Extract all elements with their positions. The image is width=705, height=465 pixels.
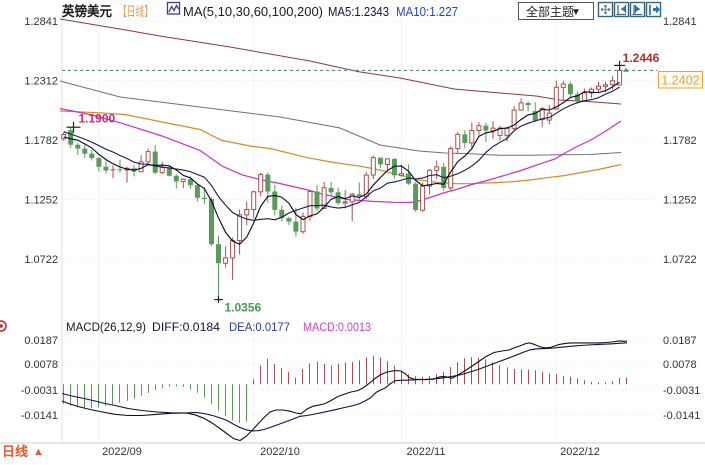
svg-text:-0.0031: -0.0031 [663,385,700,397]
svg-text:1.1252: 1.1252 [24,195,58,207]
svg-text:2022/12: 2022/12 [560,446,600,458]
svg-text:MA10:1.227: MA10:1.227 [396,5,458,19]
svg-text:1.2402: 1.2402 [661,74,699,88]
svg-text:0.0078: 0.0078 [663,359,697,371]
svg-text:1.2312: 1.2312 [24,76,58,88]
svg-text:1.2446: 1.2446 [623,51,660,65]
svg-text:MACD:0.0013: MACD:0.0013 [303,320,371,334]
svg-text:1.1782: 1.1782 [663,135,697,147]
svg-text:英镑美元: 英镑美元 [61,3,112,19]
svg-text:1.1252: 1.1252 [663,195,697,207]
svg-text:0.0078: 0.0078 [24,359,58,371]
svg-text:▼: ▼ [571,7,581,18]
svg-text:全部主题: 全部主题 [526,4,574,19]
svg-text:1.1900: 1.1900 [79,112,116,126]
svg-text:1.0722: 1.0722 [663,254,697,266]
svg-text:-0.0141: -0.0141 [663,410,700,422]
svg-text:DEA:0.0177: DEA:0.0177 [229,320,290,334]
svg-text:【日线】: 【日线】 [118,4,153,19]
svg-text:MA5:1.2343: MA5:1.2343 [328,5,389,19]
svg-text:▲: ▲ [33,446,44,458]
svg-text:2022/10: 2022/10 [260,446,300,458]
svg-text:2022/11: 2022/11 [407,446,446,458]
svg-text:0.0187: 0.0187 [24,335,58,347]
svg-text:DIFF:0.0184: DIFF:0.0184 [152,320,220,334]
svg-text:MA(5,10,30,60,100,200): MA(5,10,30,60,100,200) [183,5,323,19]
svg-text:1.2841: 1.2841 [24,16,58,28]
svg-text:1.1782: 1.1782 [24,135,58,147]
svg-text:1.0722: 1.0722 [24,254,58,266]
svg-text:-0.0141: -0.0141 [21,410,58,422]
svg-text:1.2841: 1.2841 [663,16,697,28]
svg-text:1.0356: 1.0356 [225,300,262,314]
svg-text:MACD(26,12,9): MACD(26,12,9) [66,320,146,334]
svg-text:2022/09: 2022/09 [102,446,142,458]
svg-text:日线: 日线 [2,444,28,459]
svg-text:-0.0031: -0.0031 [21,385,58,397]
svg-text:0.0187: 0.0187 [663,335,697,347]
